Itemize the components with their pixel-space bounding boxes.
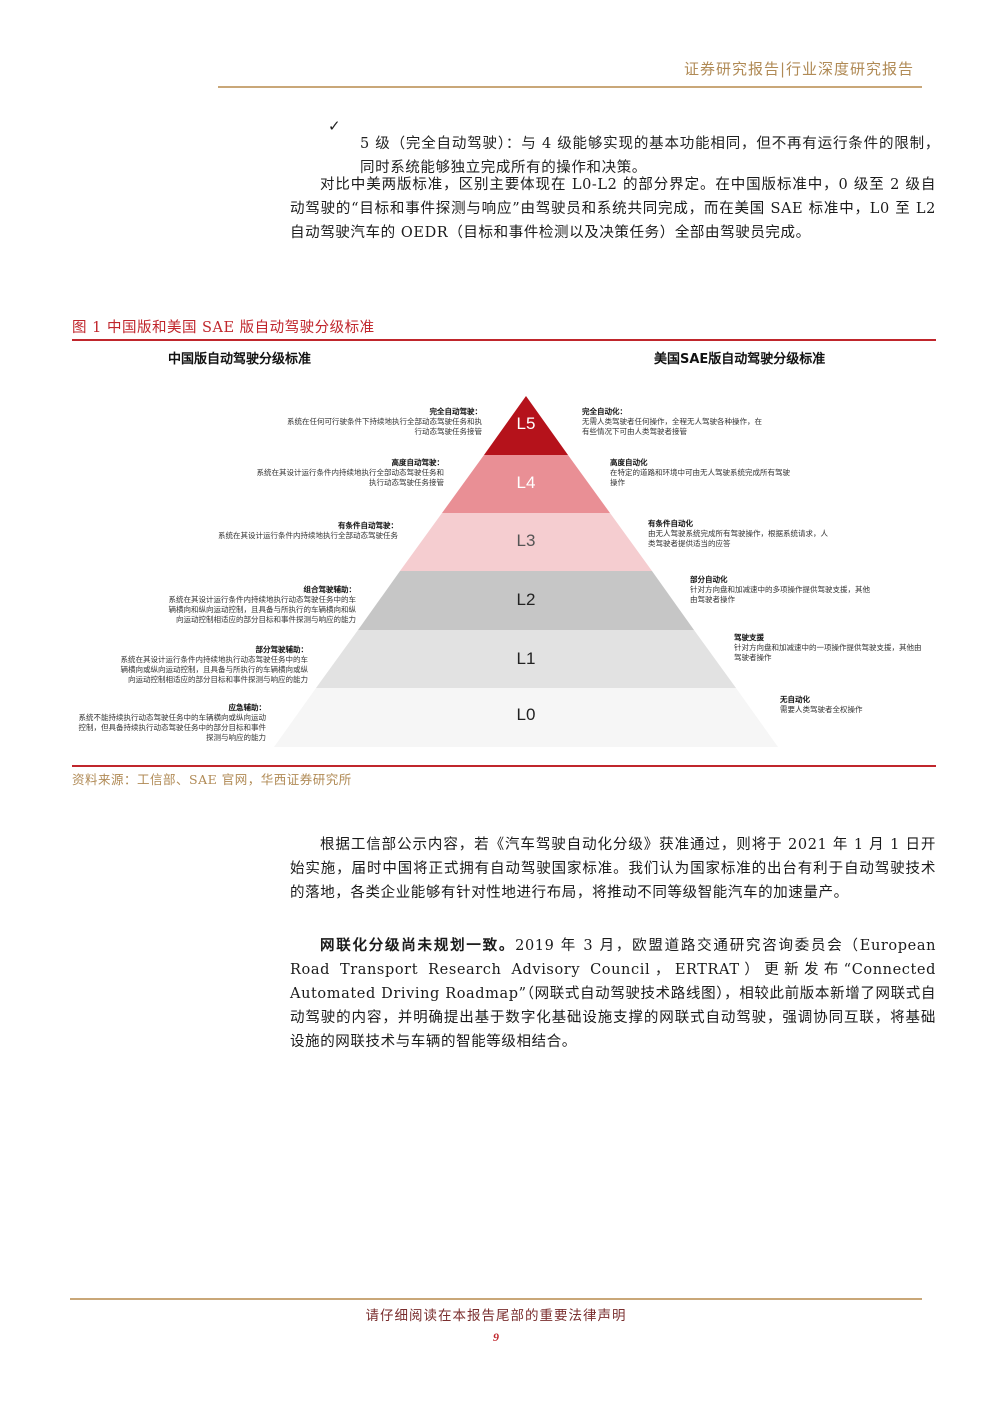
check-icon: ✓ <box>328 117 341 135</box>
level-l1-band <box>316 630 736 688</box>
level-label-l3: L3 <box>516 531 536 550</box>
level-l4-band <box>442 455 610 513</box>
level-label-l1: L1 <box>516 649 536 668</box>
bullet-text: 5 级（完全自动驾驶）：与 4 级能够实现的基本功能相同，但不再有运行条件的限制… <box>360 135 940 176</box>
paragraph-connectivity-text: 2019 年 3 月，欧盟道路交通研究咨询委员会（European Road T… <box>290 938 937 1050</box>
report-header-title: 证券研究报告|行业深度研究报告 <box>683 60 914 78</box>
paragraph-connectivity: 网联化分级尚未规划一致。2019 年 3 月，欧盟道路交通研究咨询委员会（Eur… <box>290 934 936 1054</box>
figure-bottom-rule <box>72 765 936 767</box>
level-label-l4: L4 <box>516 473 536 492</box>
pyramid-svg <box>274 396 778 747</box>
china-note-l0: 应急辅助： 系统不能持续执行动态驾驶任务中的车辆横向或纵向运动控制，但具备持续执… <box>78 703 267 742</box>
figure-caption: 图 1 中国版和美国 SAE 版自动驾驶分级标准 <box>72 320 375 336</box>
level-l5-band <box>484 396 568 455</box>
sae-note-l5: 完全自动化： 无需人类驾驶者任何操作，全程无人驾驶各种操作，在有些情况下可由人类… <box>582 407 762 436</box>
level-l2-band <box>358 571 694 630</box>
sae-standard-heading: 美国SAE版自动驾驶分级标准 <box>654 352 826 367</box>
sae-note-l0: 无自动化 需要人类驾驶者全权操作 <box>780 695 863 714</box>
sae-note-l1: 驾驶支援 针对方向盘和加减速中的一项操作提供驾驶支援，其他由驾驶者操作 <box>734 633 922 662</box>
china-note-l1: 部分驾驶辅助： 系统在其设计运行条件内持续地执行动态驾驶任务中的车辆横向或纵向运… <box>120 645 309 684</box>
figure-source: 资料来源：工信部、SAE 官网，华西证券研究所 <box>72 772 352 787</box>
footer-disclaimer: 请仔细阅读在本报告尾部的重要法律声明 <box>365 1308 627 1324</box>
paragraph-comparison: 对比中美两版标准，区别主要体现在 L0-L2 的部分界定。在中国版标准中，0 级… <box>290 177 936 241</box>
level-label-l5: L5 <box>516 414 536 433</box>
sae-note-l4: 高度自动化 在特定的道路和环境中可由无人驾驶系统完成所有驾驶操作 <box>610 458 790 487</box>
page-number: 9 <box>493 1330 499 1344</box>
level-l3-band <box>400 513 652 571</box>
china-note-l3: 有条件自动驾驶： 系统在其设计运行条件内持续地执行全部动态驾驶任务 <box>218 521 398 540</box>
sae-note-l2: 部分自动化 针对方向盘和加减速中的多项操作提供驾驶支援，其他由驾驶者操作 <box>690 575 870 604</box>
figure-top-rule <box>72 339 936 341</box>
paragraph-lead-bold: 网联化分级尚未规划一致。 <box>320 937 516 954</box>
header-divider <box>218 86 922 88</box>
level-l0-band <box>274 688 778 747</box>
china-note-l4: 高度自动驾驶： 系统在其设计运行条件内持续地执行全部动态驾驶任务和执行动态驾驶任… <box>256 458 445 487</box>
autonomy-level-pyramid: 中国版自动驾驶分级标准 美国SAE版自动驾驶分级标准 L5 L4 L3 L2 L… <box>72 341 936 765</box>
china-note-l5: 完全自动驾驶： 系统在任何可行驶条件下持续地执行全部动态驾驶任务和执行动态驾驶任… <box>287 407 482 436</box>
footer-divider <box>70 1298 922 1300</box>
level-label-l2: L2 <box>516 590 536 609</box>
level-label-l0: L0 <box>516 705 536 724</box>
china-note-l2: 组合驾驶辅助： 系统在其设计运行条件内持续地执行动态驾驶任务中的车辆横向和纵向运… <box>168 585 357 624</box>
china-standard-heading: 中国版自动驾驶分级标准 <box>168 352 312 367</box>
sae-note-l3: 有条件自动化 由无人驾驶系统完成所有驾驶操作，根据系统请求，人类驾驶者提供适当的… <box>648 519 828 548</box>
paragraph-national-standard: 根据工信部公示内容，若《汽车驾驶自动化分级》获准通过，则将于 2021 年 1 … <box>290 837 936 901</box>
